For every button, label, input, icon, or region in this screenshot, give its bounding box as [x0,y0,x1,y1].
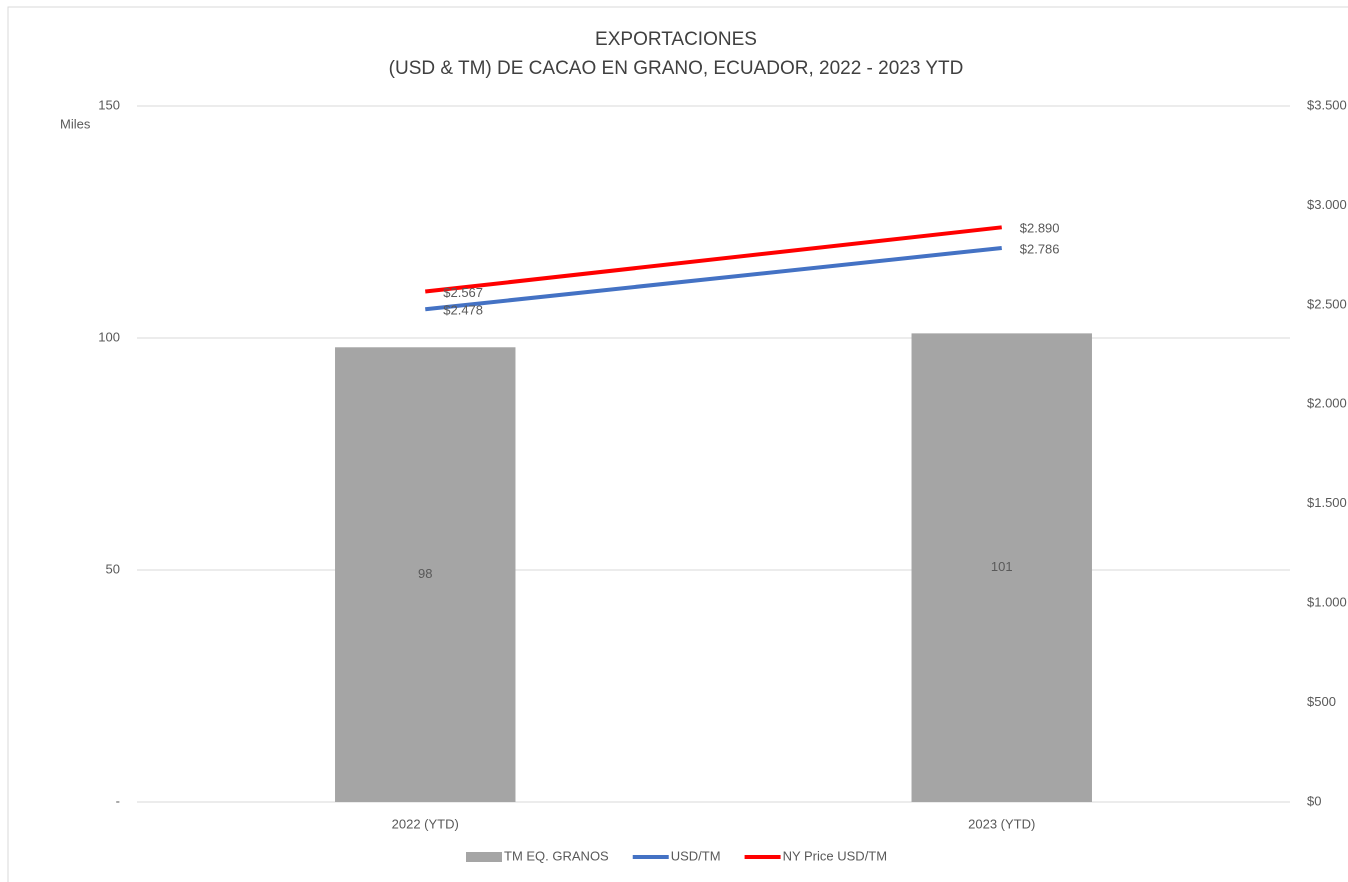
line-value-label: $2.786 [1020,241,1060,256]
bar [335,347,516,802]
y2-tick-label: $500 [1307,694,1336,709]
bar-value-label: 98 [418,566,432,581]
y-tick-label: 50 [106,561,120,576]
chart-subtitle: (USD & TM) DE CACAO EN GRANO, ECUADOR, 2… [389,58,964,79]
y-axis-label: Miles [60,116,91,131]
y2-tick-label: $1.500 [1307,495,1347,510]
bar-value-label: 101 [991,559,1013,574]
chart-frame [7,6,1348,882]
y-tick-label: 150 [98,97,120,112]
x-tick-label: 2022 (YTD) [392,816,459,831]
y2-tick-label: $3.000 [1307,197,1347,212]
y2-tick-label: $1.000 [1307,595,1347,610]
legend-label: NY Price USD/TM [783,848,888,863]
line-value-label: $2.478 [443,303,483,318]
x-tick-label: 2023 (YTD) [968,816,1035,831]
legend-label: TM EQ. GRANOS [504,848,609,863]
y2-tick-label: $2.000 [1307,396,1347,411]
legend-swatch [466,852,502,862]
chart-title: EXPORTACIONES [595,29,757,50]
line [425,245,1002,312]
legend-label: USD/TM [671,848,721,863]
line [425,225,1002,294]
y-tick-label: 100 [98,329,120,344]
y2-tick-label: $0 [1307,793,1321,808]
line-value-label: $2.567 [443,285,483,300]
bar [911,333,1092,802]
line-value-label: $2.890 [1020,221,1060,236]
y-tick-label: - [116,793,120,808]
y2-tick-label: $2.500 [1307,296,1347,311]
y2-tick-label: $3.500 [1307,97,1347,112]
